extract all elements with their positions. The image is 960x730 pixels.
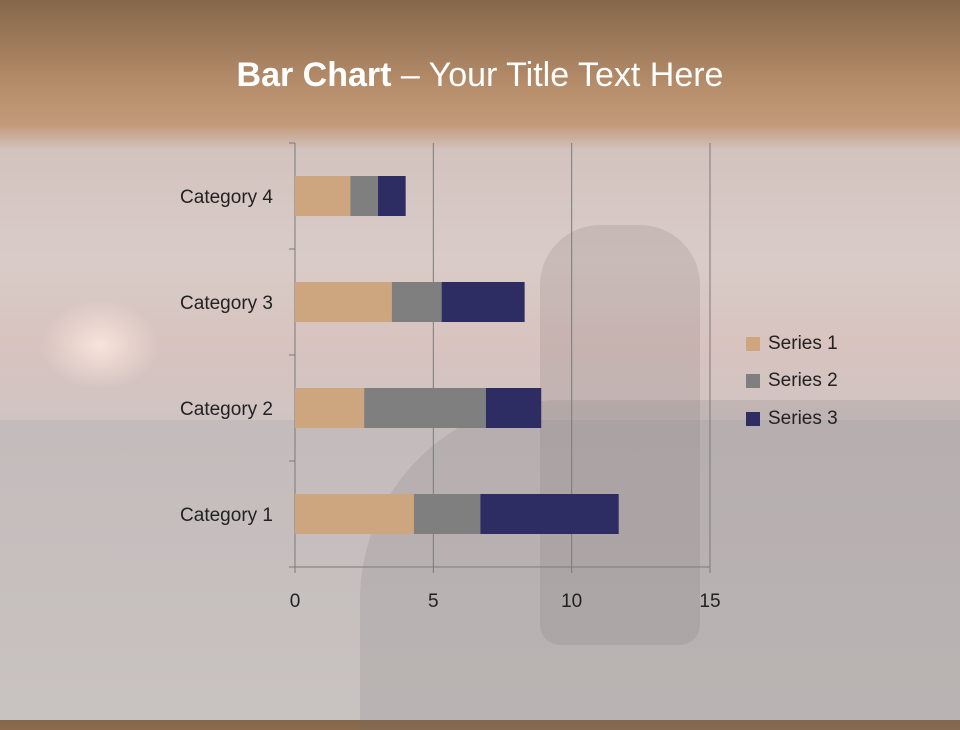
bar-series-2-category-1 (413, 494, 481, 534)
bar-series-3-category-2 (485, 388, 542, 428)
legend-item: Series 1 (746, 325, 838, 363)
legend-label: Series 3 (768, 407, 838, 429)
category-label: Category 4 (180, 187, 273, 208)
background-person (540, 225, 700, 645)
legend-label: Series 2 (768, 370, 838, 392)
bar-series-1-category-2 (295, 388, 365, 428)
category-label: Category 1 (180, 505, 273, 526)
legend-swatch (746, 336, 760, 351)
x-tick-label: 5 (428, 591, 439, 612)
bar-series-2-category-3 (391, 282, 442, 322)
legend-item: Series 3 (746, 400, 838, 438)
background-sun (40, 300, 160, 390)
background-car (360, 400, 960, 730)
category-label: Category 3 (180, 293, 273, 314)
bar-series-3-category-3 (441, 282, 525, 322)
legend-label: Series 1 (768, 332, 838, 354)
category-label: Category 2 (180, 399, 273, 420)
legend-item: Series 2 (746, 363, 838, 401)
bar-series-2-category-4 (350, 176, 378, 216)
chart-legend: Series 1 Series 2 Series 3 (746, 325, 838, 438)
title-dash: – (391, 56, 429, 94)
bar-series-3-category-4 (378, 176, 406, 216)
x-tick-label: 10 (561, 591, 582, 612)
x-tick-label: 15 (699, 591, 720, 612)
bar-series-3-category-1 (480, 494, 619, 534)
x-tick-label: 0 (290, 591, 301, 612)
background-hills (0, 420, 960, 720)
bar-series-1-category-3 (295, 282, 392, 322)
title-bold: Bar Chart (236, 56, 392, 94)
bar-series-2-category-2 (364, 388, 486, 428)
legend-swatch (746, 374, 760, 389)
legend-swatch (746, 411, 760, 426)
slide-title: Bar Chart – Your Title Text Here (0, 56, 960, 95)
title-rest: Your Title Text Here (428, 56, 724, 94)
bar-series-1-category-4 (295, 176, 351, 216)
bar-series-1-category-1 (295, 494, 414, 534)
